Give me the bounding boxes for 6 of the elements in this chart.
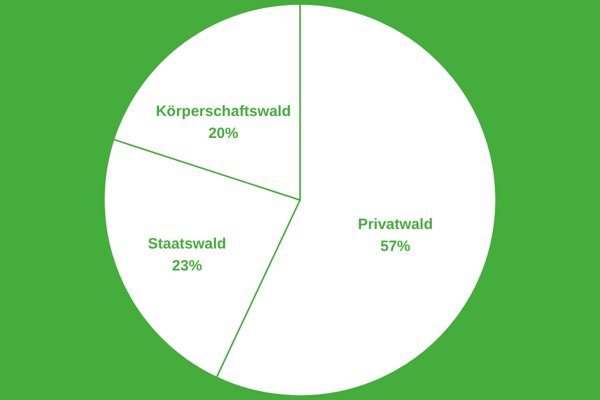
slice-label: Staatswald [148, 236, 226, 253]
data-label: 23% [172, 258, 202, 275]
data-label: 20% [208, 125, 238, 142]
slice-label: Privatwald [358, 216, 433, 233]
data-label: 57% [380, 238, 410, 255]
slice-label: Körperschaftswald [156, 103, 291, 120]
